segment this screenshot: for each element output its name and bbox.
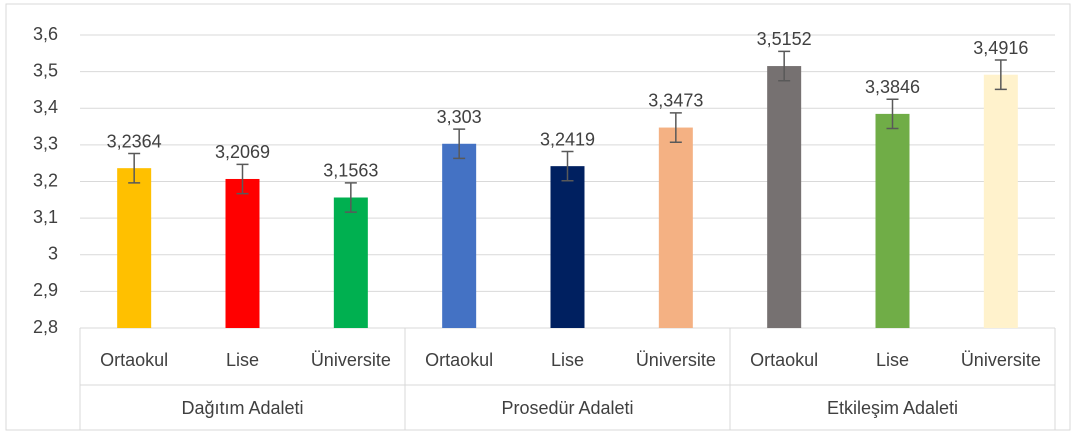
- group-label: Dağıtım Adaleti: [181, 398, 303, 418]
- x-tick-label: Lise: [876, 350, 909, 370]
- y-tick-label: 3,2: [33, 170, 58, 190]
- bar: [658, 127, 693, 328]
- error-bar: [994, 59, 1007, 91]
- data-label: 3,5152: [757, 29, 812, 49]
- x-tick-label: Üniversite: [311, 350, 391, 370]
- bar: [117, 168, 152, 328]
- bar: [983, 74, 1018, 328]
- x-tick-label: Lise: [226, 350, 259, 370]
- x-tick-label: Üniversite: [961, 350, 1041, 370]
- y-tick-label: 2,8: [33, 317, 58, 337]
- group-label: Prosedür Adaleti: [501, 398, 633, 418]
- bar: [550, 166, 585, 328]
- y-tick-label: 3,5: [33, 60, 58, 80]
- data-label: 3,2419: [540, 129, 595, 149]
- error-bar: [453, 128, 466, 160]
- data-label: 3,1563: [323, 161, 378, 181]
- data-label: 3,3473: [648, 91, 703, 111]
- x-tick-label: Ortaokul: [750, 350, 818, 370]
- data-label: 3,4916: [973, 38, 1028, 58]
- data-label: 3,3846: [865, 77, 920, 97]
- data-label: 3,2364: [107, 131, 162, 151]
- x-tick-label: Üniversite: [636, 350, 716, 370]
- bar: [442, 143, 477, 328]
- y-tick-label: 3,4: [33, 97, 58, 117]
- x-tick-label: Ortaokul: [425, 350, 493, 370]
- data-label: 3,2069: [215, 142, 270, 162]
- error-bar: [561, 150, 574, 182]
- error-bar: [669, 112, 682, 143]
- x-tick-label: Lise: [551, 350, 584, 370]
- y-tick-label: 3,3: [33, 134, 58, 154]
- error-bar: [128, 152, 141, 184]
- y-tick-label: 3: [48, 244, 58, 264]
- y-tick-label: 3,6: [33, 24, 58, 44]
- bar: [225, 178, 260, 328]
- y-tick-label: 2,9: [33, 280, 58, 300]
- x-tick-label: Ortaokul: [100, 350, 168, 370]
- error-bar: [886, 98, 899, 130]
- y-tick-label: 3,1: [33, 207, 58, 227]
- error-bar: [236, 163, 249, 195]
- data-label: 3,303: [437, 107, 482, 127]
- error-bar: [344, 182, 357, 213]
- bar: [767, 66, 802, 329]
- bar: [875, 113, 910, 328]
- bar: [333, 197, 368, 328]
- error-bar: [778, 50, 791, 82]
- group-label: Etkileşim Adaleti: [827, 398, 958, 418]
